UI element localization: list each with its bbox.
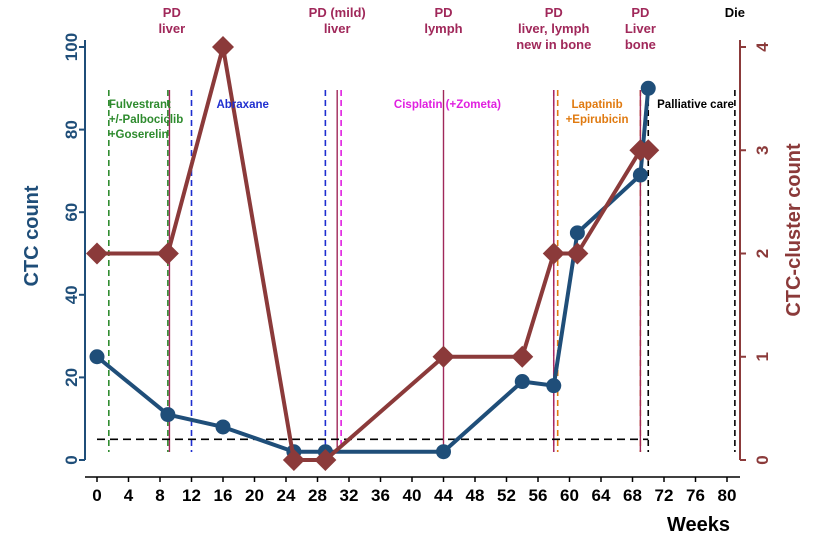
event-label: Die	[725, 5, 745, 20]
ctc-cluster-point	[156, 242, 179, 265]
ctc-count-point	[436, 444, 451, 460]
ctc-cluster-point	[566, 242, 589, 265]
x-tick-label: 60	[560, 486, 579, 505]
treatment-label: Cisplatin (+Zometa)	[394, 99, 501, 111]
x-axis-title: Weeks	[667, 514, 730, 536]
x-tick-label: 20	[245, 486, 264, 505]
x-tick-label: 28	[308, 486, 327, 505]
x-tick-label: 76	[686, 486, 705, 505]
ctc-cluster-point	[432, 345, 455, 368]
x-tick-label: 64	[592, 486, 611, 505]
y-tick-label: 100	[62, 33, 81, 61]
ctc-count-point	[160, 407, 176, 423]
treatment-label: Abraxane	[216, 99, 268, 111]
y2-tick-label: 4	[753, 42, 772, 52]
y-axis-title: CTC count	[21, 185, 43, 286]
ctc-count-point	[569, 225, 585, 241]
y2-axis-title: CTC-cluster count	[783, 143, 805, 317]
ctc-cluster-point	[86, 242, 108, 265]
x-tick-label: 0	[92, 486, 101, 505]
x-tick-label: 48	[466, 486, 485, 505]
x-tick-label: 72	[655, 486, 674, 505]
ctc-cluster-point	[212, 36, 234, 58]
event-label: PD liver	[158, 5, 185, 36]
ctc-cluster-point	[637, 139, 660, 162]
ctc-cluster-line	[97, 45, 649, 462]
y2-tick-label: 3	[753, 146, 772, 155]
x-tick-label: 16	[214, 486, 233, 505]
x-tick-label: 44	[434, 486, 453, 505]
y-tick-label: 0	[62, 455, 81, 464]
annotation-labels: PD liver PD (mild) liver PD lymph PD liver, lym…	[109, 5, 745, 141]
x-tick-label: 4	[124, 486, 134, 505]
ctc-cluster-point	[282, 449, 305, 471]
y2-tick-label: 0	[753, 455, 772, 464]
ctc-count-point	[89, 349, 105, 365]
ctc-count-point	[546, 378, 562, 394]
treatment-label: Fulvestrant +/-Palbociclib +Goserelin	[109, 99, 183, 141]
event-label: PD Liver bone	[625, 5, 656, 52]
ctc-count-point	[514, 374, 530, 390]
x-tick-label: 12	[182, 486, 201, 505]
x-tick-label: 24	[277, 486, 296, 505]
ctc-cluster-point	[511, 345, 534, 368]
x-tick-label: 40	[403, 486, 422, 505]
x-tick-label: 80	[718, 486, 737, 505]
x-tick-label: 32	[340, 486, 359, 505]
y-tick-label: 20	[62, 368, 81, 387]
treatment-label: Palliative care	[657, 99, 734, 111]
event-label: PD lymph	[424, 5, 462, 36]
x-tick-label: 8	[155, 486, 164, 505]
y-tick-label: 80	[62, 120, 81, 139]
ctc-count-point	[632, 167, 648, 183]
ctc-cluster-point	[314, 449, 337, 471]
x-tick-label: 52	[497, 486, 516, 505]
y-tick-label: 40	[62, 285, 81, 304]
x-tick-label: 68	[623, 486, 642, 505]
ctc-count-point	[640, 80, 656, 96]
x-tick-label: 56	[529, 486, 548, 505]
x-tick-label: 36	[371, 486, 390, 505]
y2-tick-label: 1	[753, 352, 772, 361]
event-label: PD (mild) liver	[309, 5, 366, 36]
ctc-count-line	[95, 88, 651, 454]
ctc-cluster-point	[542, 242, 565, 265]
series-layer	[86, 36, 660, 471]
y2-tick-label: 2	[753, 249, 772, 258]
event-label: PD liver, lymph new in bone	[516, 5, 591, 52]
y-tick-label: 60	[62, 203, 81, 222]
ctc-count-point	[215, 419, 231, 435]
treatment-label: Lapatinib +Epirubicin	[566, 99, 629, 126]
